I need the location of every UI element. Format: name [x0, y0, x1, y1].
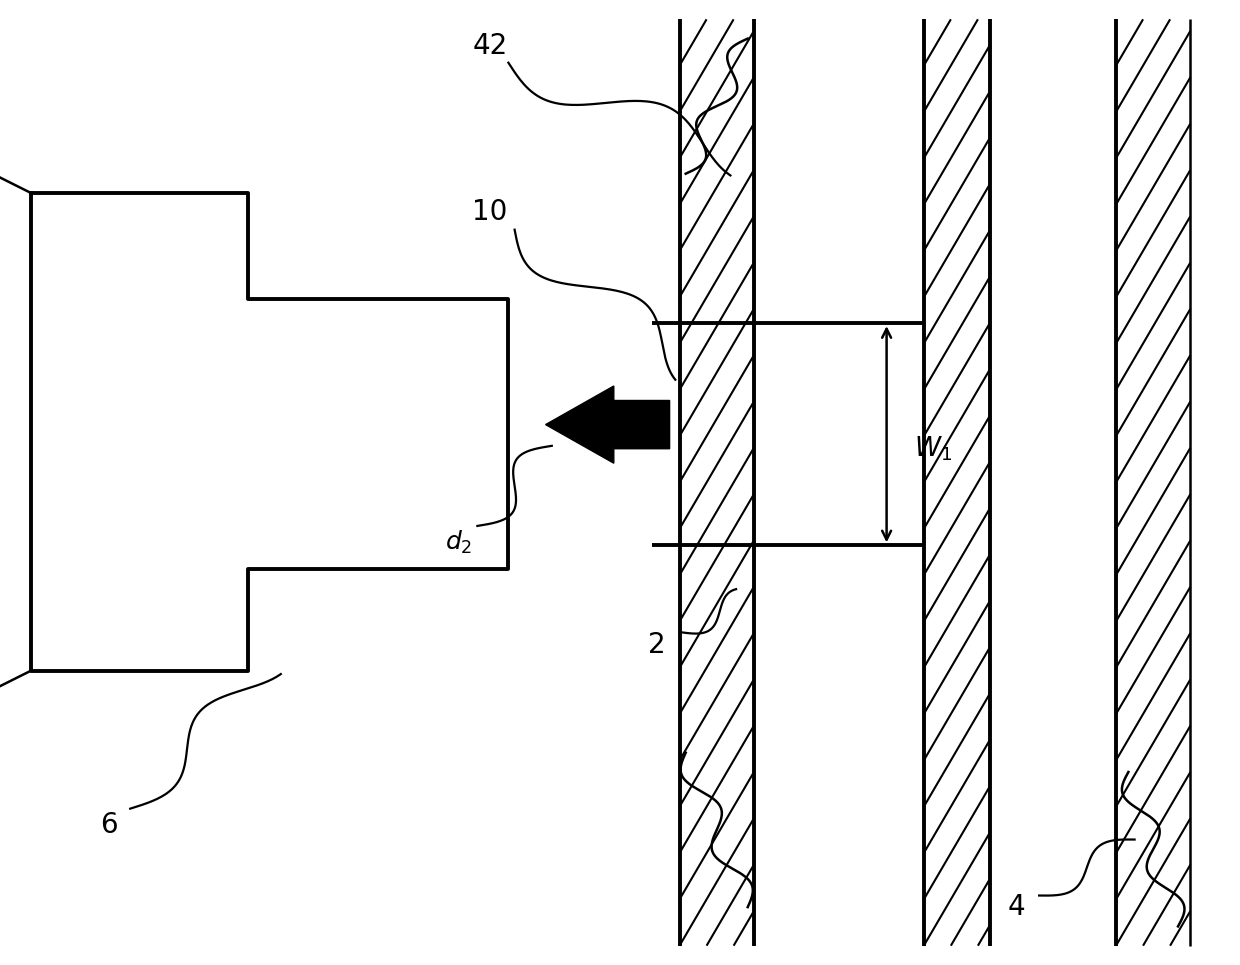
Text: 4: 4: [1008, 893, 1025, 922]
Text: 42: 42: [472, 32, 507, 61]
FancyArrow shape: [546, 386, 670, 463]
Text: 2: 2: [649, 630, 666, 659]
Text: 10: 10: [472, 198, 507, 227]
Text: $d_2$: $d_2$: [445, 529, 472, 556]
Text: $W_1$: $W_1$: [914, 434, 952, 463]
Text: 6: 6: [100, 811, 118, 840]
